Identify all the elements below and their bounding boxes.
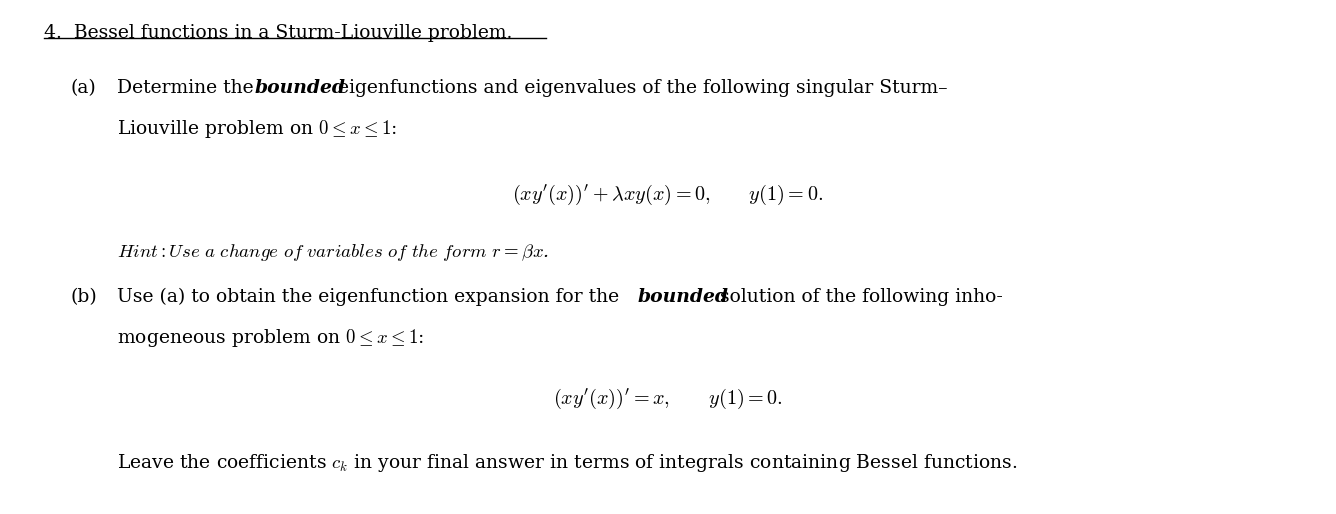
Text: Use (a) to obtain the eigenfunction expansion for the: Use (a) to obtain the eigenfunction expa…	[116, 288, 625, 306]
Text: 4.  Bessel functions in a Sturm-Liouville problem.: 4. Bessel functions in a Sturm-Liouville…	[44, 25, 512, 43]
Text: $(xy'(x))' = x, \qquad y(1) = 0.$: $(xy'(x))' = x, \qquad y(1) = 0.$	[553, 387, 783, 411]
Text: eigenfunctions and eigenvalues of the following singular Sturm–: eigenfunctions and eigenvalues of the fo…	[331, 79, 947, 97]
Text: Determine the: Determine the	[116, 79, 259, 97]
Text: (b): (b)	[71, 288, 98, 306]
Text: (a): (a)	[71, 79, 96, 97]
Text: bounded: bounded	[255, 79, 346, 97]
Text: $(xy'(x))' + \lambda xy(x) = 0, \qquad y(1) = 0.$: $(xy'(x))' + \lambda xy(x) = 0, \qquad y…	[513, 183, 823, 207]
Text: $\it{Hint: Use\ a\ change\ of\ variables\ of\ the\ form}$ $r = \beta x$.: $\it{Hint: Use\ a\ change\ of\ variables…	[116, 242, 549, 263]
Text: Liouville problem on $0 \leq x \leq 1$:: Liouville problem on $0 \leq x \leq 1$:	[116, 118, 397, 140]
Text: Leave the coefficients $c_k$ in your final answer in terms of integrals containi: Leave the coefficients $c_k$ in your fin…	[116, 452, 1017, 474]
Text: mogeneous problem on $0 \leq x \leq 1$:: mogeneous problem on $0 \leq x \leq 1$:	[116, 327, 424, 349]
Text: bounded: bounded	[637, 288, 728, 306]
Text: solution of the following inho-: solution of the following inho-	[715, 288, 1003, 306]
